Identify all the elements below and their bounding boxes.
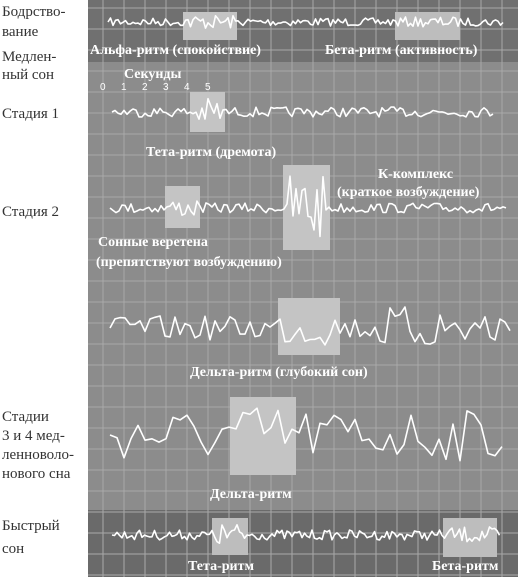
label: ленноволо-: [2, 447, 74, 463]
highlight: [278, 298, 340, 355]
eeg-wave: [109, 306, 511, 346]
annotation: (препятствуют возбуждению): [96, 255, 282, 270]
label: Быстрый: [2, 518, 60, 534]
highlight: [395, 12, 460, 40]
label: Медлен-: [2, 49, 56, 65]
annotation: (краткое возбуждение): [337, 185, 480, 200]
label: ный сон: [2, 67, 54, 83]
seconds-scale: 0 1 2 3 4 5: [100, 82, 211, 93]
seconds-tick: 4: [184, 82, 190, 93]
label: 3 и 4 мед-: [2, 428, 65, 444]
waves: [107, 15, 511, 544]
seconds-tick: 2: [142, 82, 148, 93]
seconds-tick: 3: [163, 82, 169, 93]
annotation: Дельта-ритм: [210, 487, 292, 502]
annotation: Бета-ритм (активность): [325, 43, 478, 58]
label: сон: [2, 541, 24, 557]
highlight: [443, 518, 497, 557]
annotation: Бета-ритм: [432, 559, 499, 574]
highlight: [230, 397, 296, 475]
seconds-tick: 5: [205, 82, 211, 93]
label: Бодрство-: [2, 4, 66, 20]
highlight: [165, 186, 200, 228]
panel: [88, 0, 518, 577]
eeg-wave: [107, 15, 504, 29]
eeg-wave: [111, 524, 501, 544]
seconds-tick: 1: [121, 82, 127, 93]
annotation: Альфа-ритм (спокойствие): [90, 43, 261, 58]
eeg-wave: [109, 407, 503, 462]
highlight: [183, 12, 237, 40]
label: нового сна: [2, 466, 71, 482]
annotation: Тета-ритм (дремота): [146, 145, 276, 160]
eeg-wave: [111, 97, 494, 120]
annotation: Сонные веретена: [98, 235, 208, 250]
annotation: Секунды: [124, 67, 182, 82]
annotation: Тета-ритм: [188, 559, 254, 574]
annotation: К-комплекс: [378, 167, 453, 182]
eeg-wave: [109, 175, 507, 238]
annotation: Дельта-ритм (глубокий сон): [190, 365, 368, 380]
highlight: [212, 518, 248, 555]
seconds-tick: 0: [100, 82, 106, 93]
label: Стадия 2: [2, 204, 59, 220]
label: Стадия 1: [2, 106, 59, 122]
label: вание: [2, 24, 39, 40]
label: Стадии: [2, 409, 49, 425]
